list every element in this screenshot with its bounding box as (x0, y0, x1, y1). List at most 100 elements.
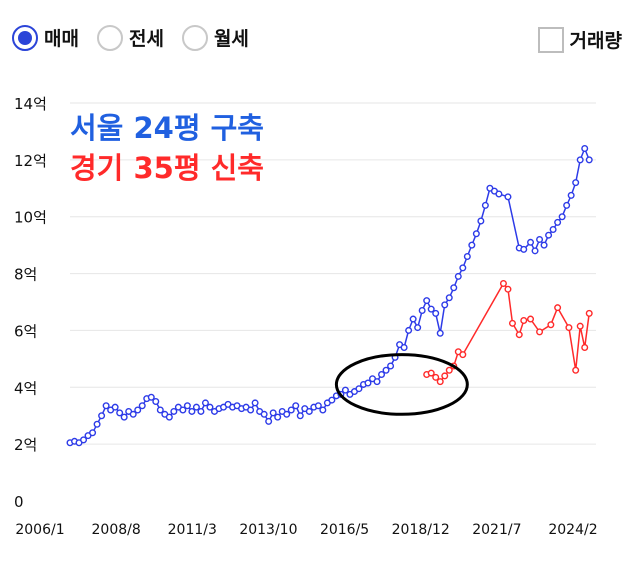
data-point (527, 238, 535, 246)
y-tick-label: 0 (14, 493, 24, 511)
y-axis-ticks: 0 2억 4억 6억 8억 10억 12억 14억 (14, 95, 47, 511)
data-point (197, 407, 205, 415)
data-point (468, 241, 476, 249)
data-point (296, 412, 304, 420)
data-point (355, 385, 363, 393)
transaction-type-tabs: 매매 전세 월세 (12, 24, 267, 51)
data-point (269, 409, 277, 417)
data-point (116, 409, 124, 417)
data-point (459, 351, 467, 359)
data-point (80, 436, 88, 444)
data-point (585, 156, 593, 164)
x-tick-label: 2018/12 (392, 522, 450, 538)
x-tick-label: 2024/2 (548, 522, 597, 538)
data-point (120, 413, 128, 421)
data-point (183, 402, 191, 410)
data-point (547, 321, 555, 329)
volume-toggle[interactable]: 거래량 (537, 26, 622, 53)
data-point (364, 379, 372, 387)
data-point (378, 370, 386, 378)
data-point (563, 201, 571, 209)
data-point (89, 429, 97, 437)
radio-sale[interactable] (12, 24, 38, 51)
data-point (504, 193, 512, 201)
data-point (477, 217, 485, 225)
data-point (536, 235, 544, 243)
data-point (572, 179, 580, 187)
chart-grid (70, 102, 596, 445)
data-point (328, 396, 336, 404)
data-point (247, 406, 255, 414)
data-point (260, 410, 268, 418)
data-point (111, 403, 119, 411)
data-point (341, 386, 349, 394)
annotation-text: 경기 35평 신축 (70, 151, 264, 185)
data-point (414, 324, 422, 332)
data-point (292, 402, 300, 410)
data-point (436, 329, 444, 337)
data-point (441, 372, 449, 380)
data-point (179, 406, 187, 414)
data-point (445, 366, 453, 374)
data-point (409, 315, 417, 323)
data-point (305, 407, 313, 415)
data-point (554, 218, 562, 226)
chart-highlight (334, 353, 469, 416)
data-point (314, 402, 322, 410)
volume-checkbox[interactable] (537, 26, 564, 53)
option-jeonse-label: 전세 (128, 28, 164, 50)
data-point (134, 406, 142, 414)
data-point (545, 231, 553, 239)
data-point (441, 301, 449, 309)
y-tick-label: 4억 (14, 379, 37, 397)
data-point (405, 326, 413, 334)
data-point (508, 319, 516, 327)
data-point (423, 297, 431, 305)
data-point (581, 144, 589, 152)
data-point (576, 322, 584, 330)
data-point (531, 247, 539, 255)
x-tick-label: 2013/10 (239, 522, 297, 538)
radio-jeonse[interactable] (96, 24, 123, 51)
data-point (418, 307, 426, 315)
data-point (400, 343, 408, 351)
radio-monthly-rent[interactable] (181, 24, 208, 51)
data-point (504, 285, 512, 293)
data-point (520, 245, 528, 253)
data-point (565, 324, 573, 332)
data-point (265, 417, 273, 425)
data-point (188, 407, 196, 415)
data-point (98, 412, 106, 420)
data-point (585, 309, 593, 317)
data-point (454, 272, 462, 280)
x-tick-label: 2006/1 (15, 522, 64, 538)
data-point (373, 378, 381, 386)
data-point (459, 264, 467, 272)
option-sale[interactable]: 매매 (12, 24, 79, 51)
data-point (554, 304, 562, 312)
option-jeonse[interactable]: 전세 (96, 24, 164, 51)
data-point (201, 399, 209, 407)
y-tick-label: 8억 (14, 266, 37, 284)
data-point (576, 156, 584, 164)
y-tick-label: 2억 (14, 436, 37, 454)
data-point (427, 305, 435, 313)
annotation-text: 서울 24평 구축 (70, 111, 264, 145)
data-point (527, 315, 535, 323)
option-sale-label: 매매 (44, 28, 79, 50)
data-point (481, 201, 489, 209)
y-tick-label: 14억 (14, 95, 47, 113)
data-point (567, 191, 575, 199)
x-tick-label: 2016/5 (320, 522, 369, 538)
data-point (283, 410, 291, 418)
data-point (192, 403, 200, 411)
data-point (156, 406, 164, 414)
option-monthly-rent[interactable]: 월세 (181, 24, 249, 51)
x-tick-label: 2008/8 (92, 522, 141, 538)
option-monthly-rent-label: 월세 (213, 28, 249, 50)
data-point (450, 284, 458, 292)
data-point (520, 316, 528, 324)
x-axis-ticks: 2006/1 2008/8 2011/3 2013/10 2016/5 2018/12 20… (15, 522, 597, 538)
data-point (382, 366, 390, 374)
